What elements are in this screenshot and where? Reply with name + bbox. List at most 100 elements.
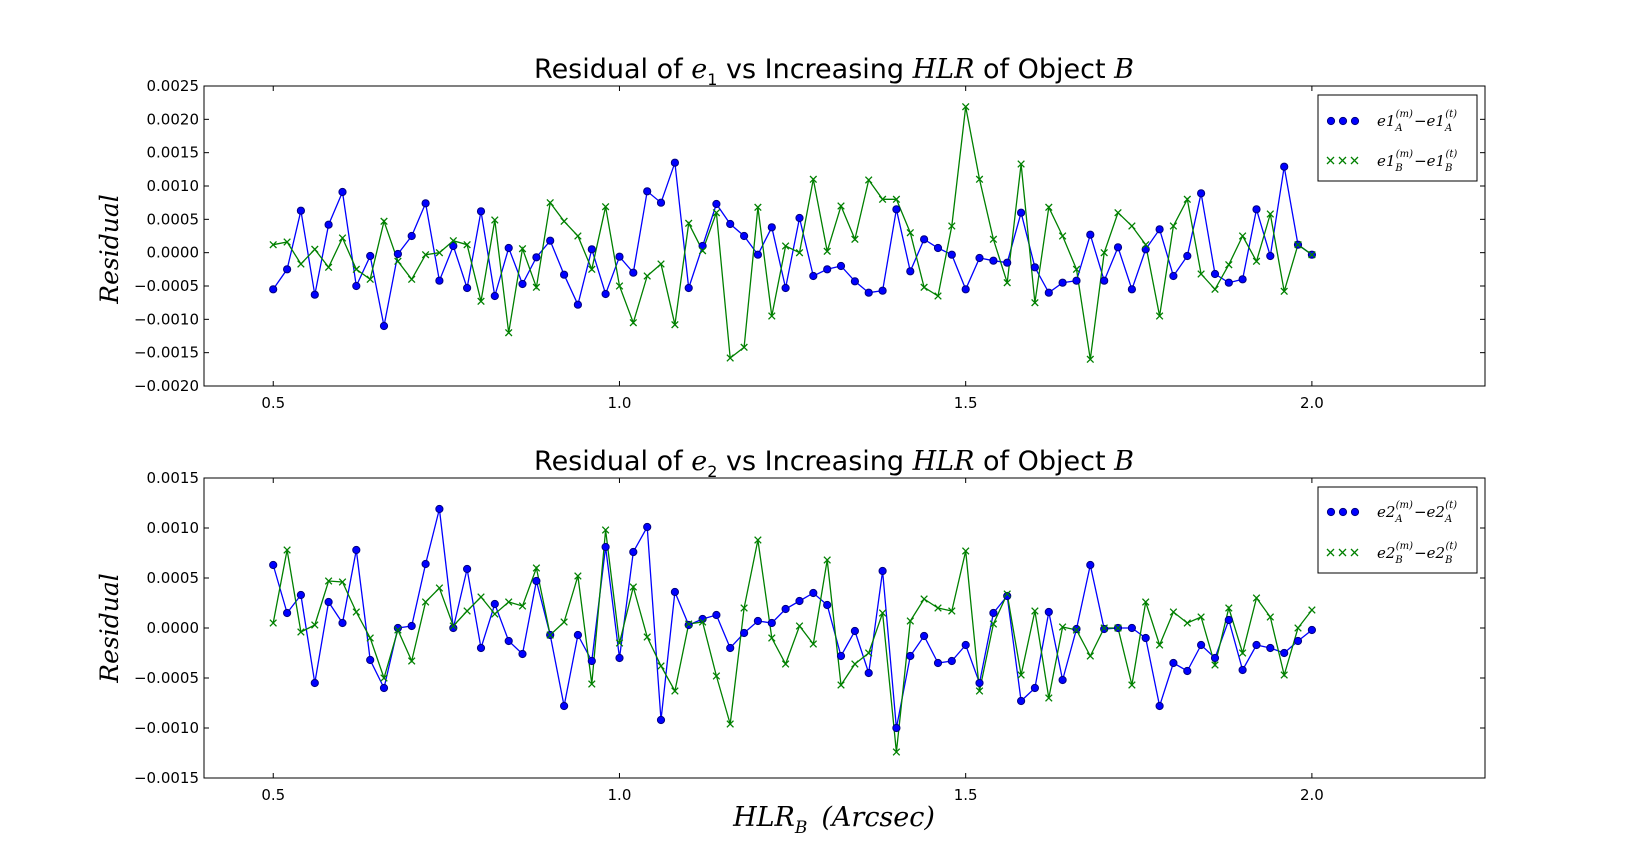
- data-point-a: [463, 283, 472, 293]
- data-point-a: [1169, 658, 1178, 668]
- data-point-a: [698, 241, 707, 251]
- chart-e2-legend-label-b: e2B(m)−e2B(t): [1377, 541, 1457, 566]
- data-point-a: [1155, 701, 1164, 711]
- data-point-b: [712, 672, 721, 680]
- data-point-a: [947, 250, 956, 259]
- data-point-b: [338, 578, 347, 586]
- chart-e1-plot: 0.5 1.0 1.5 2.0 −0.0020 −0.0015 −0.0010 −0.0005…: [134, 77, 1485, 412]
- data-point-a: [670, 158, 680, 167]
- data-point-a: [878, 286, 887, 295]
- data-point-a: [906, 651, 915, 661]
- x-tick-label: 0.5: [261, 786, 285, 804]
- data-point-b: [864, 649, 873, 657]
- data-point-b: [934, 604, 942, 612]
- data-point-a: [1266, 643, 1275, 653]
- data-point-b: [795, 622, 804, 630]
- data-point-a: [1017, 696, 1026, 706]
- data-point-b: [491, 610, 499, 618]
- legend-marker-circle: [1350, 116, 1360, 126]
- data-point-b: [449, 622, 458, 630]
- data-point-a: [421, 559, 430, 569]
- data-point-a: [379, 321, 389, 331]
- data-point-b: [851, 235, 859, 244]
- data-point-b: [740, 604, 748, 612]
- data-point-b: [671, 320, 679, 329]
- data-point-b: [643, 633, 651, 641]
- data-point-b: [532, 283, 541, 292]
- data-point-a: [1141, 245, 1150, 254]
- data-point-a: [463, 564, 472, 574]
- data-point-a: [781, 604, 790, 614]
- data-point-b: [574, 572, 582, 580]
- legend-marker-circle: [1326, 507, 1336, 517]
- chart-e1-legend: e1A(m)−e1A(t) e1B(m)−e1B(t): [1317, 94, 1478, 182]
- data-point-b: [1238, 649, 1247, 657]
- chart-e1-residual: Residual of e1 vs Increasing HLR of Obje…: [95, 54, 1486, 412]
- data-point-a: [421, 199, 430, 208]
- data-point-b: [615, 639, 624, 647]
- data-point-b: [366, 275, 374, 284]
- data-point-a: [601, 289, 610, 299]
- data-point-a: [1044, 607, 1053, 617]
- data-point-a: [670, 587, 680, 597]
- data-point-b: [975, 687, 984, 695]
- data-point-b: [504, 328, 513, 337]
- chart-e1-legend-label-a: e1A(m)−e1A(t): [1377, 109, 1457, 134]
- data-point-b: [1141, 240, 1150, 249]
- data-point-b: [1114, 208, 1122, 217]
- data-point-b: [809, 640, 818, 648]
- data-point-b: [920, 283, 928, 292]
- data-point-a: [1197, 189, 1206, 198]
- data-point-a: [795, 596, 804, 606]
- data-point-b: [1169, 222, 1178, 230]
- x-tick-label: 1.5: [954, 786, 978, 804]
- data-point-a: [560, 701, 569, 711]
- data-point-a: [753, 250, 763, 259]
- data-point-a: [324, 597, 333, 607]
- data-point-b: [684, 219, 693, 228]
- series-line-b: [273, 106, 1313, 360]
- data-point-a: [296, 206, 305, 215]
- y-tick-label: 0.0015: [147, 469, 200, 487]
- data-point-b: [1003, 278, 1011, 287]
- data-point-a: [449, 623, 458, 633]
- data-point-a: [712, 199, 721, 209]
- title-text-post: of Object: [974, 446, 1114, 477]
- title-symbol-hlr: HLR: [912, 446, 975, 477]
- data-point-b: [1225, 260, 1233, 269]
- data-point-a: [504, 243, 513, 253]
- data-point-b: [546, 198, 554, 207]
- data-point-b: [407, 657, 416, 665]
- x-tick-label: 0.5: [261, 394, 285, 412]
- data-point-b: [1308, 606, 1316, 614]
- data-point-b: [1031, 298, 1039, 307]
- data-point-b: [906, 228, 915, 237]
- data-point-b: [989, 620, 998, 628]
- data-point-a: [850, 626, 860, 636]
- data-point-a: [1266, 251, 1275, 261]
- data-point-a: [587, 245, 596, 254]
- data-point-a: [1127, 623, 1137, 633]
- data-point-b: [283, 546, 291, 554]
- data-point-a: [809, 588, 818, 598]
- data-point-a: [629, 268, 638, 277]
- series-line-a: [272, 162, 1313, 327]
- data-point-a: [878, 566, 887, 576]
- title-text-mid: vs Increasing: [717, 446, 912, 477]
- y-tick-label: 0.0020: [147, 110, 200, 128]
- data-point-a: [989, 608, 998, 618]
- chart-e2-legend-box: [1317, 486, 1478, 574]
- data-point-a: [1100, 624, 1109, 634]
- data-point-b: [463, 607, 471, 615]
- chart-e2-residual: Residual of e2 vs Increasing HLR of Obje…: [95, 446, 1486, 804]
- data-point-b: [421, 598, 430, 606]
- data-point-b: [352, 608, 361, 616]
- title-subscript: 1: [707, 70, 717, 89]
- data-point-a: [1252, 205, 1261, 214]
- data-point-b: [671, 687, 679, 695]
- data-point-a: [393, 249, 402, 259]
- data-point-b: [948, 607, 956, 615]
- data-point-b: [961, 102, 970, 111]
- y-tick-label: −0.0015: [134, 769, 199, 787]
- data-point-a: [615, 252, 624, 261]
